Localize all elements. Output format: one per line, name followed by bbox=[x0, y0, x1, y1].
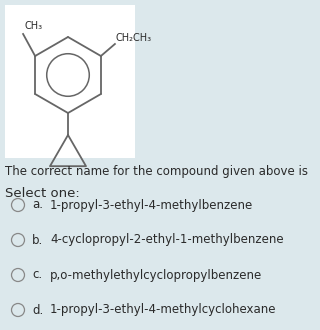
Text: p,o-methylethylcyclopropylbenzene: p,o-methylethylcyclopropylbenzene bbox=[50, 269, 262, 281]
Text: b.: b. bbox=[32, 234, 43, 247]
Text: c.: c. bbox=[32, 269, 42, 281]
Text: d.: d. bbox=[32, 304, 43, 316]
Text: 1-propyl-3-ethyl-4-methylbenzene: 1-propyl-3-ethyl-4-methylbenzene bbox=[50, 199, 253, 212]
Text: 4-cyclopropyl-2-ethyl-1-methylbenzene: 4-cyclopropyl-2-ethyl-1-methylbenzene bbox=[50, 234, 284, 247]
Text: CH₃: CH₃ bbox=[24, 21, 42, 31]
FancyBboxPatch shape bbox=[5, 5, 135, 158]
Text: 1-propyl-3-ethyl-4-methylcyclohexane: 1-propyl-3-ethyl-4-methylcyclohexane bbox=[50, 304, 276, 316]
Text: a.: a. bbox=[32, 199, 43, 212]
Text: The correct name for the compound given above is: The correct name for the compound given … bbox=[5, 165, 308, 178]
Text: CH₂CH₃: CH₂CH₃ bbox=[116, 33, 152, 43]
Text: Select one:: Select one: bbox=[5, 187, 80, 200]
